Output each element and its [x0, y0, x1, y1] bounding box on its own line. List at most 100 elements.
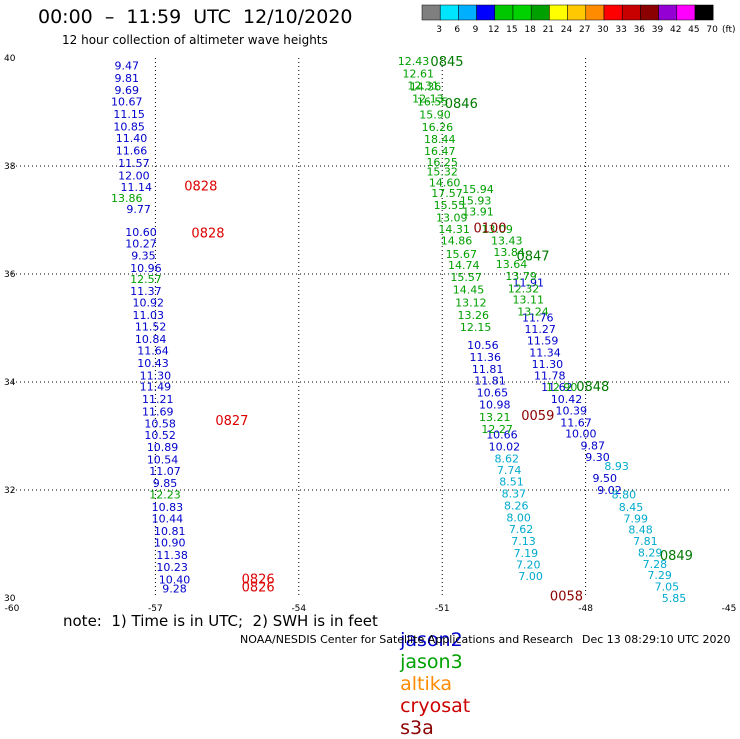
- scale-label: 18: [524, 25, 536, 35]
- data-point-label: 10.83: [152, 501, 184, 514]
- legend-s3a: s3a: [400, 717, 434, 739]
- data-point-label: 10.67: [111, 96, 143, 109]
- data-point-label: 8.29: [638, 546, 663, 559]
- data-point-label: 16.47: [424, 145, 456, 158]
- data-point-label: 9.47: [114, 59, 139, 72]
- data-point-label: 11.62: [541, 381, 573, 394]
- data-point-label: 10.52: [144, 429, 176, 442]
- data-point-label: 11.07: [149, 465, 181, 478]
- data-point-label: 10.66: [486, 429, 518, 442]
- data-point-label: 8.62: [494, 452, 519, 465]
- data-point-label: 8.26: [504, 499, 529, 512]
- data-point-label: 11.81: [472, 363, 504, 376]
- data-point-label: 11.49: [140, 381, 172, 394]
- data-point-label: 8.80: [612, 489, 637, 502]
- data-point-label: 15.94: [462, 183, 494, 196]
- data-point-label: 7.99: [624, 512, 649, 525]
- y-tick-label: 38: [4, 162, 16, 172]
- legend-altika: altika: [400, 673, 453, 695]
- x-tick-label: -51: [435, 604, 450, 614]
- data-point-label: 10.42: [551, 393, 583, 406]
- data-point-label: 13.21: [479, 411, 511, 424]
- data-point-label: 13.11: [512, 294, 544, 307]
- pass-time-label: 0058: [550, 590, 583, 605]
- data-point-label: 9.35: [131, 249, 156, 262]
- data-point-label: 10.60: [125, 226, 157, 239]
- scale-label: 15: [506, 25, 517, 35]
- data-point-label: 14.31: [438, 223, 470, 236]
- data-point-label: 12.43: [398, 55, 430, 68]
- data-point-label: 5.85: [662, 592, 687, 605]
- pass-time-label: 0828: [184, 179, 217, 194]
- data-point-label: 11.37: [130, 285, 162, 298]
- color-scale: 3 6 9 12 15 18 21 24 27 30 33 36 39 42 45 70 (ft): [421, 4, 736, 35]
- data-point-label: 10.43: [137, 357, 169, 370]
- data-point-label: 10.54: [147, 454, 179, 467]
- pass-time-label: 0845: [430, 55, 463, 70]
- data-point-label: 11.21: [142, 393, 174, 406]
- data-point-label: 12.13: [412, 92, 444, 105]
- data-point-label: 13.24: [517, 306, 549, 319]
- data-point-label: 10.23: [156, 561, 188, 574]
- data-point-label: 11.38: [156, 549, 188, 562]
- data-point-label: 7.81: [633, 535, 658, 548]
- data-point-label: 13.26: [458, 309, 490, 322]
- pass-time-label: 0849: [660, 549, 693, 564]
- data-point-label: 7.62: [509, 523, 534, 536]
- y-tick-label: 32: [4, 486, 15, 496]
- data-point-label: 9.50: [592, 472, 617, 485]
- legend-jason2: jason2: [400, 629, 463, 651]
- data-point-label: 13.91: [462, 206, 494, 219]
- data-point-label: 12.32: [508, 282, 540, 295]
- data-point-label: 10.58: [144, 417, 176, 430]
- data-point-label: 11.40: [116, 132, 148, 145]
- scale-swatch: [694, 4, 714, 21]
- data-point-label: 11.91: [512, 276, 544, 289]
- data-point-label: 11.67: [560, 416, 592, 429]
- scale-label: 9: [473, 25, 479, 35]
- y-tick-label: 36: [4, 270, 16, 280]
- data-point-label: 10.44: [152, 512, 184, 525]
- data-point-label: 10.65: [477, 387, 509, 400]
- data-point-label: 10.00: [565, 428, 597, 441]
- x-tick-label: -45: [722, 604, 737, 614]
- data-point-label: 8.51: [499, 476, 524, 489]
- data-point-label: 10.98: [479, 398, 511, 411]
- data-point-label: 8.00: [506, 511, 531, 524]
- scale-label: 6: [454, 25, 460, 35]
- data-point-label: 9.02: [597, 484, 622, 497]
- generated-timestamp: Dec 13 08:29:10 UTC 2020: [582, 633, 731, 646]
- legend-cryosat: cryosat: [400, 695, 471, 717]
- scale-label: 12: [488, 25, 499, 35]
- pass-time-label: 0848: [576, 380, 609, 395]
- page-title: 00:00 – 11:59 UTC 12/10/2020: [38, 6, 353, 28]
- data-point-label: 16.25: [426, 156, 458, 169]
- data-point-label: 10.84: [135, 333, 167, 346]
- data-point-label: 16.26: [422, 121, 454, 134]
- pass-time-label: 0846: [445, 97, 478, 112]
- data-point-label: 12.27: [481, 423, 513, 436]
- data-point-label: 15.67: [446, 248, 478, 261]
- data-point-label: 15.55: [434, 199, 466, 212]
- data-point-label: 7.19: [514, 547, 539, 560]
- data-point-label: 13.09: [481, 223, 513, 236]
- pass-time-label: 0827: [215, 414, 248, 429]
- data-point-label: 13.86: [111, 192, 143, 205]
- scale-label: 24: [561, 25, 573, 35]
- data-point-label: 13.09: [436, 212, 468, 225]
- x-tick-label: -60: [5, 604, 20, 614]
- data-point-label: 11.76: [522, 312, 554, 325]
- scale-label: 70: [706, 25, 718, 35]
- data-point-label: 14.36: [410, 80, 442, 93]
- data-point-label: 9.69: [114, 84, 139, 97]
- data-point-label: 15.32: [426, 166, 458, 179]
- data-point-label: 7.20: [516, 558, 541, 571]
- data-point-label: 10.02: [489, 441, 521, 454]
- scale-label: 33: [615, 25, 626, 35]
- data-point-label: 15.90: [419, 108, 451, 121]
- scale-label: 27: [579, 25, 590, 35]
- data-point-label: 16.55: [417, 96, 449, 109]
- page-subtitle: 12 hour collection of altimeter wave hei…: [62, 33, 328, 47]
- data-point-label: 12.15: [460, 321, 492, 334]
- data-point-label: 14.60: [429, 177, 461, 190]
